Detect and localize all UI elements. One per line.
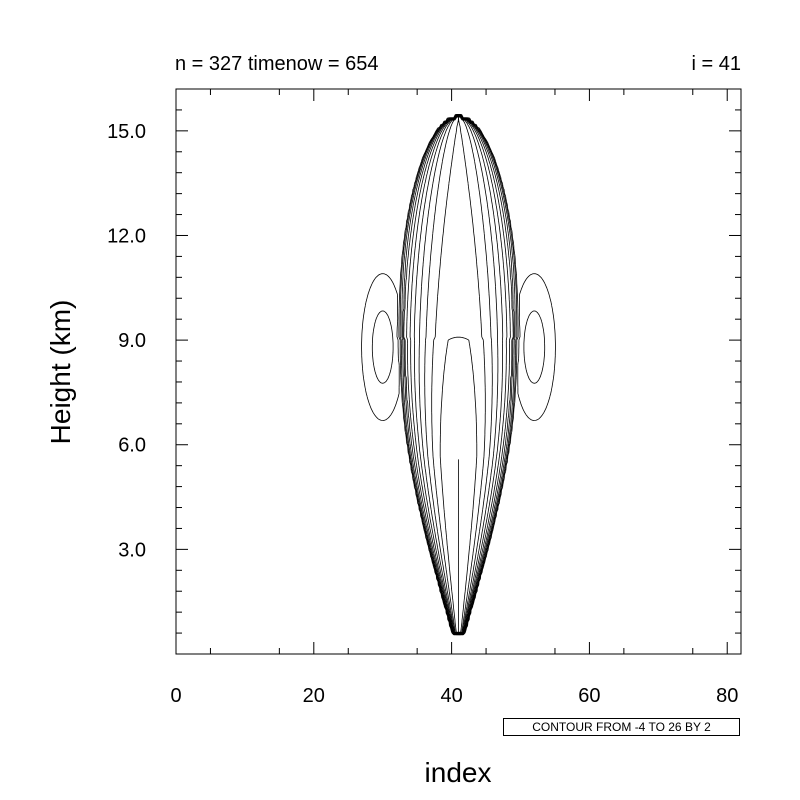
y-tick-label: 15.0 (107, 121, 146, 143)
x-axis-label: index (425, 757, 492, 788)
contour-line (413, 116, 504, 634)
y-tick-label: 12.0 (107, 225, 146, 247)
x-tick-label: 80 (716, 685, 738, 707)
y-tick-label: 6.0 (118, 435, 146, 457)
y-axis-label: Height (km) (45, 300, 76, 445)
contour-line (424, 116, 493, 634)
negative-contour-line (371, 310, 546, 384)
contour-line (431, 117, 486, 633)
title-right: i = 41 (692, 53, 741, 75)
x-tick-label: 20 (303, 685, 325, 707)
x-tick-label: 0 (170, 685, 181, 707)
y-tick-label: 9.0 (118, 330, 146, 352)
contour-info-label: CONTOUR FROM -4 TO 26 BY 2 (503, 718, 740, 736)
axes: 0 20 40 60 80 3.0 6.0 9.0 12.0 15.0 (107, 88, 741, 707)
contour-lines (361, 114, 556, 636)
title-left: n = 327 timenow = 654 (175, 53, 378, 75)
y-tick-label: 3.0 (118, 539, 146, 561)
plot-frame (175, 88, 742, 655)
x-tick-label: 40 (440, 685, 462, 707)
negative-contour-line (361, 273, 556, 421)
contour-line (439, 336, 478, 633)
x-tick-label: 60 (578, 685, 600, 707)
